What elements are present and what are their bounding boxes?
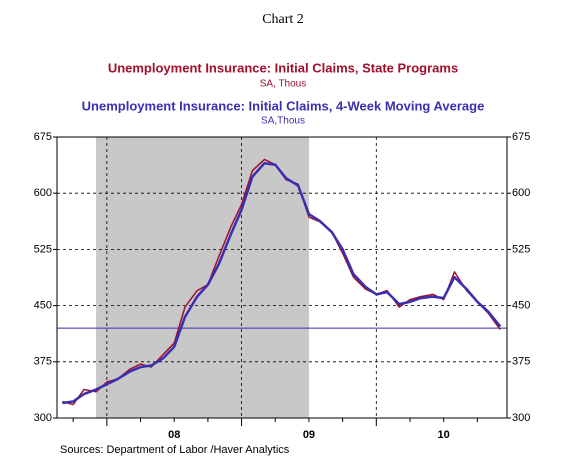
y-tick-label-right: 300 — [512, 412, 530, 424]
y-tick-label-right: 375 — [512, 356, 530, 368]
y-tick-label: 600 — [34, 187, 52, 199]
series-title: Unemployment Insurance: Initial Claims, … — [82, 98, 485, 113]
x-tick-label: 10 — [438, 429, 450, 441]
y-tick-label: 450 — [34, 300, 52, 312]
series-line — [62, 161, 502, 405]
recession-shade — [96, 137, 309, 418]
y-tick-label: 300 — [34, 412, 52, 424]
y-tick-label-right: 675 — [512, 131, 530, 143]
x-tick-label: 09 — [303, 429, 315, 441]
y-tick-label-right: 525 — [512, 243, 530, 255]
x-tick-label: 08 — [168, 429, 180, 441]
y-tick-label-right: 450 — [512, 300, 530, 312]
series-units: SA,Thous — [261, 116, 305, 127]
source: Sources: Department of Labor /Haver Anal… — [60, 444, 290, 456]
plot-frame — [56, 136, 508, 419]
y-tick-label: 675 — [34, 131, 52, 143]
series-title: Unemployment Insurance: Initial Claims, … — [108, 60, 458, 75]
y-tick-label: 375 — [34, 356, 52, 368]
chart-title: Chart 2 — [262, 12, 304, 27]
series-units: SA, Thous — [260, 79, 307, 90]
y-tick-label: 525 — [34, 243, 52, 255]
y-tick-label-right: 600 — [512, 187, 530, 199]
